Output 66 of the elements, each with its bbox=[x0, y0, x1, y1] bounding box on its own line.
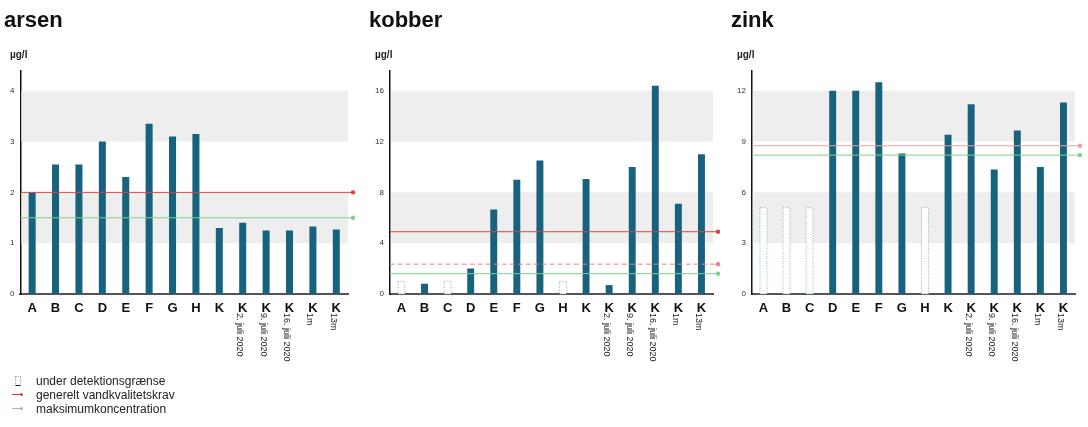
y-tick-label: 12 bbox=[374, 136, 385, 146]
category-label: K 9. juli 2020 bbox=[986, 300, 999, 357]
category-label: K 1m bbox=[670, 300, 684, 326]
y-tick-label: 12 bbox=[736, 85, 747, 95]
x-tick-label: H bbox=[558, 300, 568, 316]
legend-label: generelt vandkvalitetskrav bbox=[36, 388, 175, 402]
y-tick-label: 2 bbox=[10, 187, 15, 197]
y-tick-label: 0 bbox=[10, 289, 15, 299]
x-tick-label: B bbox=[781, 300, 792, 316]
category-label: K 9. juli 2020 bbox=[624, 300, 637, 357]
y-tick-label: 16 bbox=[374, 85, 385, 95]
chart-title: zink bbox=[731, 7, 775, 33]
x-tick-label: F bbox=[145, 300, 154, 316]
x-tick-label: D bbox=[827, 300, 838, 316]
x-tick-label: E bbox=[121, 300, 131, 316]
category-label: K 1m bbox=[1032, 300, 1046, 326]
x-tick-label: C bbox=[74, 300, 85, 316]
category-label: K 13m bbox=[693, 300, 707, 331]
category-label: K 1m bbox=[305, 300, 318, 326]
x-tick-label: A bbox=[758, 300, 769, 316]
x-tick-label: H bbox=[920, 300, 930, 316]
category-label: K 2. juli 2020 bbox=[601, 300, 614, 357]
x-tick-label: A bbox=[396, 300, 407, 316]
x-tick-label: C bbox=[804, 300, 815, 316]
y-tick-label: 4 bbox=[10, 85, 15, 95]
chart-title: arsen bbox=[4, 7, 63, 33]
y-tick-label: 1 bbox=[10, 238, 15, 248]
x-tick-label: G bbox=[896, 300, 907, 316]
category-label: K 13m bbox=[1055, 300, 1069, 331]
category-label: K 16. juli 2020 bbox=[647, 300, 660, 362]
chart-title: kobber bbox=[369, 7, 443, 33]
x-tick-label: K bbox=[214, 300, 225, 316]
x-tick-label: A bbox=[27, 300, 38, 316]
y-tick-label: 9 bbox=[741, 136, 747, 146]
category-label: K 16. juli 2020 bbox=[1009, 300, 1022, 362]
category-label: K 9. juli 2020 bbox=[258, 300, 271, 357]
x-tick-label: D bbox=[465, 300, 476, 316]
y-tick-label: 3 bbox=[741, 238, 747, 248]
category-label: K 2. juli 2020 bbox=[235, 300, 248, 357]
x-tick-label: G bbox=[167, 300, 178, 316]
x-tick-label: E bbox=[851, 300, 861, 316]
x-tick-label: D bbox=[97, 300, 108, 316]
x-tick-label: K bbox=[943, 300, 954, 316]
y-tick-label: 4 bbox=[379, 238, 385, 248]
category-label: K 2. juli 2020 bbox=[963, 300, 976, 357]
x-tick-label: C bbox=[442, 300, 453, 316]
y-axis-title: µg/l bbox=[737, 49, 755, 61]
category-label: K 13m bbox=[328, 300, 341, 331]
x-tick-label: H bbox=[191, 300, 201, 316]
y-tick-label: 0 bbox=[741, 289, 747, 299]
y-tick-label: 3 bbox=[10, 136, 15, 146]
x-tick-label: G bbox=[534, 300, 545, 316]
legend-label: maksimumkoncentration bbox=[36, 402, 167, 416]
x-tick-label: B bbox=[419, 300, 430, 316]
y-tick-label: 0 bbox=[379, 289, 385, 299]
y-tick-label: 8 bbox=[379, 187, 385, 197]
x-tick-label: F bbox=[512, 300, 521, 316]
legend-label: under detektionsgrænse bbox=[36, 374, 166, 388]
y-axis-title: µg/l bbox=[10, 49, 28, 61]
x-tick-label: E bbox=[489, 300, 499, 316]
y-axis-title: µg/l bbox=[375, 49, 393, 61]
y-tick-label: 6 bbox=[741, 187, 747, 197]
x-tick-label: K bbox=[581, 300, 592, 316]
x-tick-label: F bbox=[874, 300, 883, 316]
category-label: K 16. juli 2020 bbox=[282, 300, 295, 362]
x-tick-label: B bbox=[50, 300, 61, 316]
